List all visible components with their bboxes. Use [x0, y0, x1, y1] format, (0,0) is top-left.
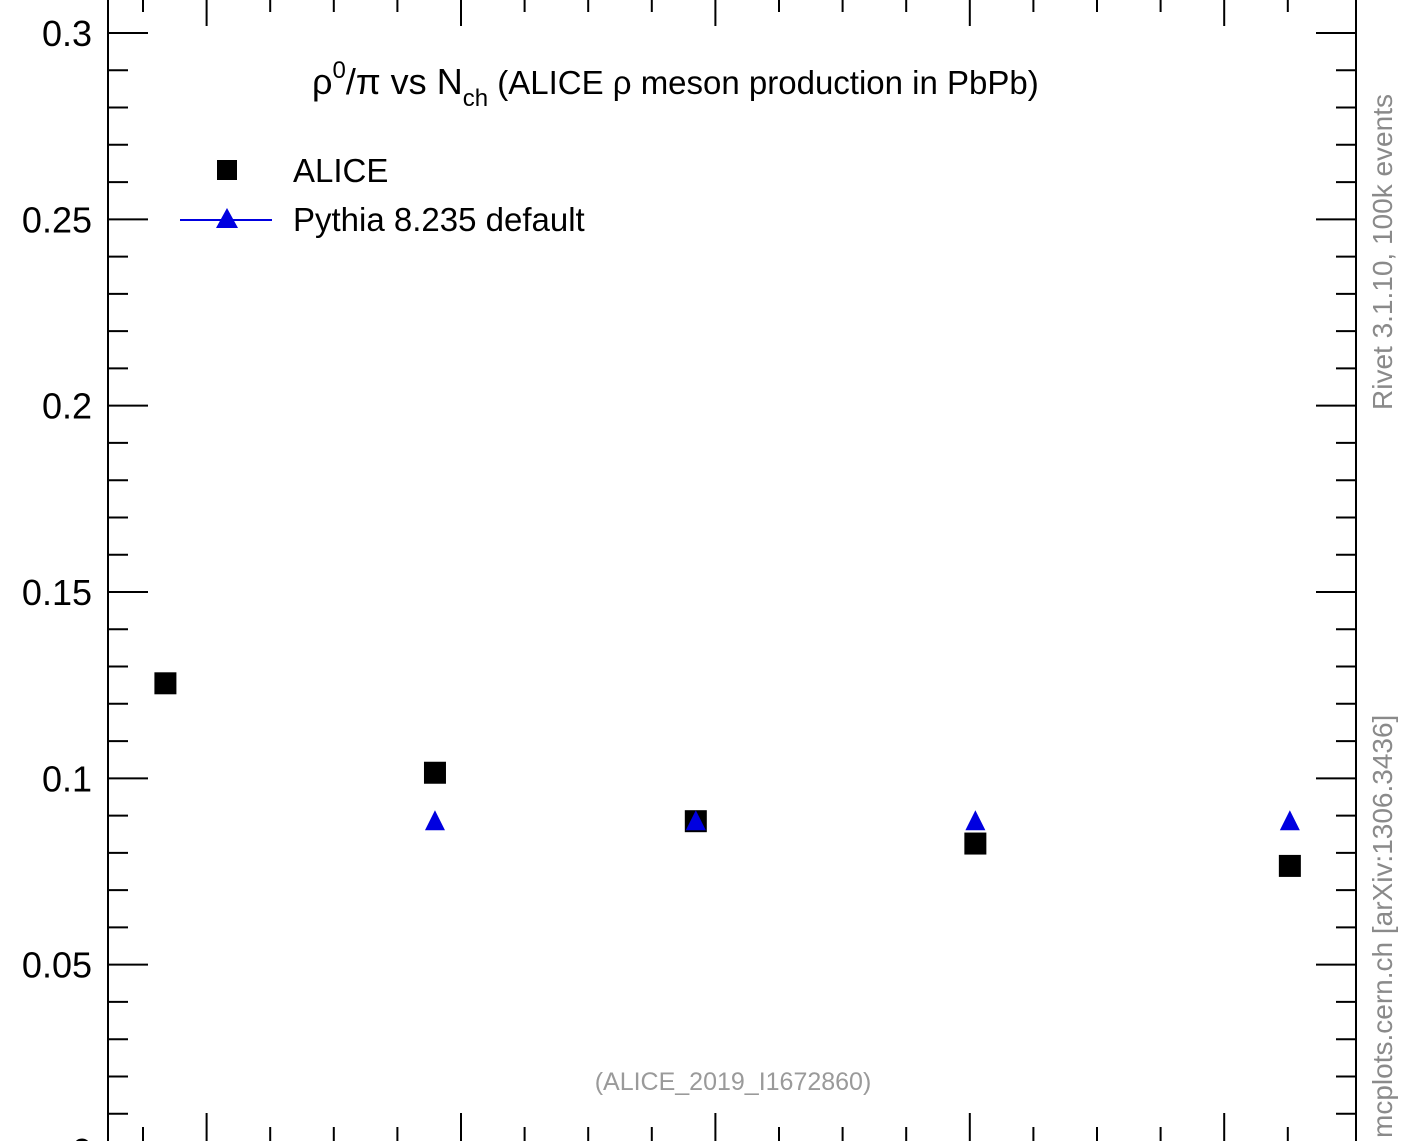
y-tick-label: 0.05 — [22, 945, 92, 986]
data-point-alice — [423, 761, 446, 784]
rivet-version-label: Rivet 3.1.10, 100k events — [1367, 94, 1398, 410]
y-tick-label: 0.3 — [42, 13, 92, 54]
mcplots-source-label: mcplots.cern.ch [arXiv:1306.3436] — [1367, 715, 1398, 1138]
data-point-alice — [1278, 854, 1301, 877]
chart-title: ρ0/π vs Nch (ALICE ρ meson production in… — [312, 57, 1039, 112]
data-point-pythia — [965, 810, 986, 831]
legend-label-alice: ALICE — [293, 152, 388, 189]
data-point-pythia — [1279, 810, 1300, 831]
y-tick-label: 0.1 — [42, 758, 92, 799]
y-tick-label: 0 — [72, 1131, 92, 1141]
legend: ALICE Pythia 8.235 default — [180, 152, 585, 238]
data-point-alice — [964, 832, 987, 855]
plot-frame — [107, 0, 1357, 1141]
title-main: /π vs N — [346, 61, 463, 102]
legend-marker-alice — [217, 160, 237, 180]
y-tick-label: 0.2 — [42, 386, 92, 427]
legend-marker-pythia — [216, 208, 238, 228]
legend-label-pythia: Pythia 8.235 default — [293, 201, 585, 238]
data-point-pythia — [685, 810, 706, 831]
data-points — [154, 672, 1301, 877]
y-tick-labels: 0.3 0.25 0.2 0.15 0.1 0.05 0 — [22, 13, 92, 1141]
title-rho: ρ — [312, 61, 332, 102]
y-tick-label: 0.15 — [22, 572, 92, 613]
title-subscript: ch — [463, 85, 488, 112]
analysis-id-label: (ALICE_2019_I1672860) — [595, 1068, 872, 1096]
title-superscript: 0 — [332, 57, 345, 84]
title-parenthetical: (ALICE ρ meson production in PbPb) — [488, 64, 1039, 101]
data-point-alice — [154, 672, 177, 695]
y-tick-label: 0.25 — [22, 199, 92, 240]
axis-ticks — [108, 0, 1356, 1141]
data-point-pythia — [424, 810, 445, 831]
